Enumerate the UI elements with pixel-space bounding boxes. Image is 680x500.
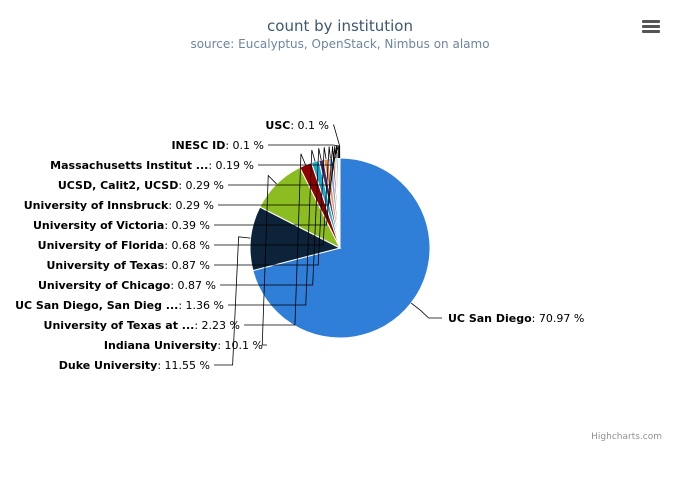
- label-name: UCSD, Calit2, UCSD: [58, 179, 179, 192]
- data-label-indiana-university: Indiana University: 10.1 %: [104, 339, 263, 352]
- label-value: : 70.97 %: [532, 312, 585, 325]
- label-value: : 0.1 %: [225, 139, 264, 152]
- menu-bar: [642, 25, 660, 28]
- credits-link[interactable]: Highcharts.com: [591, 432, 662, 442]
- connector-university-of-florida: [214, 146, 331, 246]
- label-value: : 0.29 %: [178, 179, 224, 192]
- label-name: UC San Diego, San Dieg ...: [15, 299, 178, 312]
- chart-title: count by institution: [267, 17, 413, 35]
- label-name: University of Texas: [46, 259, 164, 272]
- connector-duke-university: [214, 236, 251, 366]
- data-label-uc-san-diego: UC San Diego: 70.97 %: [448, 312, 584, 325]
- menu-bar: [642, 30, 660, 33]
- connector-university-of-texas: [214, 147, 327, 266]
- label-name: Duke University: [59, 359, 158, 372]
- data-label-inesc-id: INESC ID: 0.1 %: [171, 139, 264, 152]
- data-label-university-of-texas: University of Texas: 0.87 %: [46, 259, 210, 272]
- menu-bar: [642, 20, 660, 23]
- data-label-university-of-victoria: University of Victoria: 0.39 %: [33, 219, 210, 232]
- chart-subtitle: source: Eucalyptus, OpenStack, Nimbus on…: [190, 37, 490, 51]
- data-labels: UC San Diego: 70.97 % Duke University: 11…: [15, 119, 584, 372]
- connector-inesc-id: [268, 144, 340, 159]
- label-value: : 1.36 %: [178, 299, 224, 312]
- label-name: University of Innsbruck: [24, 199, 169, 212]
- connector-university-of-chicago: [220, 148, 322, 286]
- connector-university-of-victoria: [214, 146, 334, 226]
- label-name: University of Chicago: [38, 279, 171, 292]
- data-label-usc: USC: 0.1 %: [265, 119, 329, 132]
- data-label-massachusetts-institut: Massachusetts Institut ...: 0.19 %: [50, 159, 254, 172]
- data-label-university-of-texas-at: University of Texas at ...: 2.23 %: [44, 319, 240, 332]
- connector-indiana-university: [261, 174, 277, 346]
- label-name: UC San Diego: [448, 312, 532, 325]
- label-value: : 11.55 %: [157, 359, 210, 372]
- label-value: : 0.87 %: [164, 259, 210, 272]
- connector-massachusetts-institut: [258, 145, 339, 166]
- data-label-university-of-chicago: University of Chicago: 0.87 %: [38, 279, 216, 292]
- label-value: : 2.23 %: [194, 319, 240, 332]
- data-label-university-of-florida: University of Florida: 0.68 %: [38, 239, 210, 252]
- label-name: University of Texas at ...: [44, 319, 195, 332]
- data-label-ucsd-calit2-ucsd: UCSD, Calit2, UCSD: 0.29 %: [58, 179, 224, 192]
- label-value: : 0.19 %: [208, 159, 254, 172]
- label-value: : 0.1 %: [290, 119, 329, 132]
- connector-uc-san-diego: [410, 302, 442, 319]
- pie-slice-uc-san-diego[interactable]: [252, 157, 431, 339]
- data-label-uc-san-diego-san-dieg: UC San Diego, San Dieg ...: 1.36 %: [15, 299, 224, 312]
- label-value: : 0.39 %: [164, 219, 210, 232]
- connector-university-of-texas-at: [244, 153, 306, 326]
- label-value: : 10.1 %: [217, 339, 263, 352]
- label-name: USC: [265, 119, 290, 132]
- label-value: : 0.29 %: [168, 199, 214, 212]
- label-value: : 0.68 %: [164, 239, 210, 252]
- connector-uc-san-diego-san-dieg: [228, 149, 316, 306]
- label-name: University of Victoria: [33, 219, 164, 232]
- pie-slice-duke-university[interactable]: [249, 206, 342, 272]
- connector-ucsd-calit2-ucsd: [228, 145, 338, 186]
- label-name: Indiana University: [104, 339, 217, 352]
- label-name: INESC ID: [171, 139, 225, 152]
- label-name: University of Florida: [38, 239, 165, 252]
- export-menu-button[interactable]: [640, 20, 662, 38]
- label-name: Massachusetts Institut ...: [50, 159, 208, 172]
- label-connectors: [214, 124, 442, 366]
- pie-slice-usc[interactable]: [338, 157, 341, 249]
- data-label-duke-university: Duke University: 11.55 %: [59, 359, 210, 372]
- connector-usc: [333, 124, 341, 159]
- data-label-university-of-innsbruck: University of Innsbruck: 0.29 %: [24, 199, 214, 212]
- label-value: : 0.87 %: [170, 279, 216, 292]
